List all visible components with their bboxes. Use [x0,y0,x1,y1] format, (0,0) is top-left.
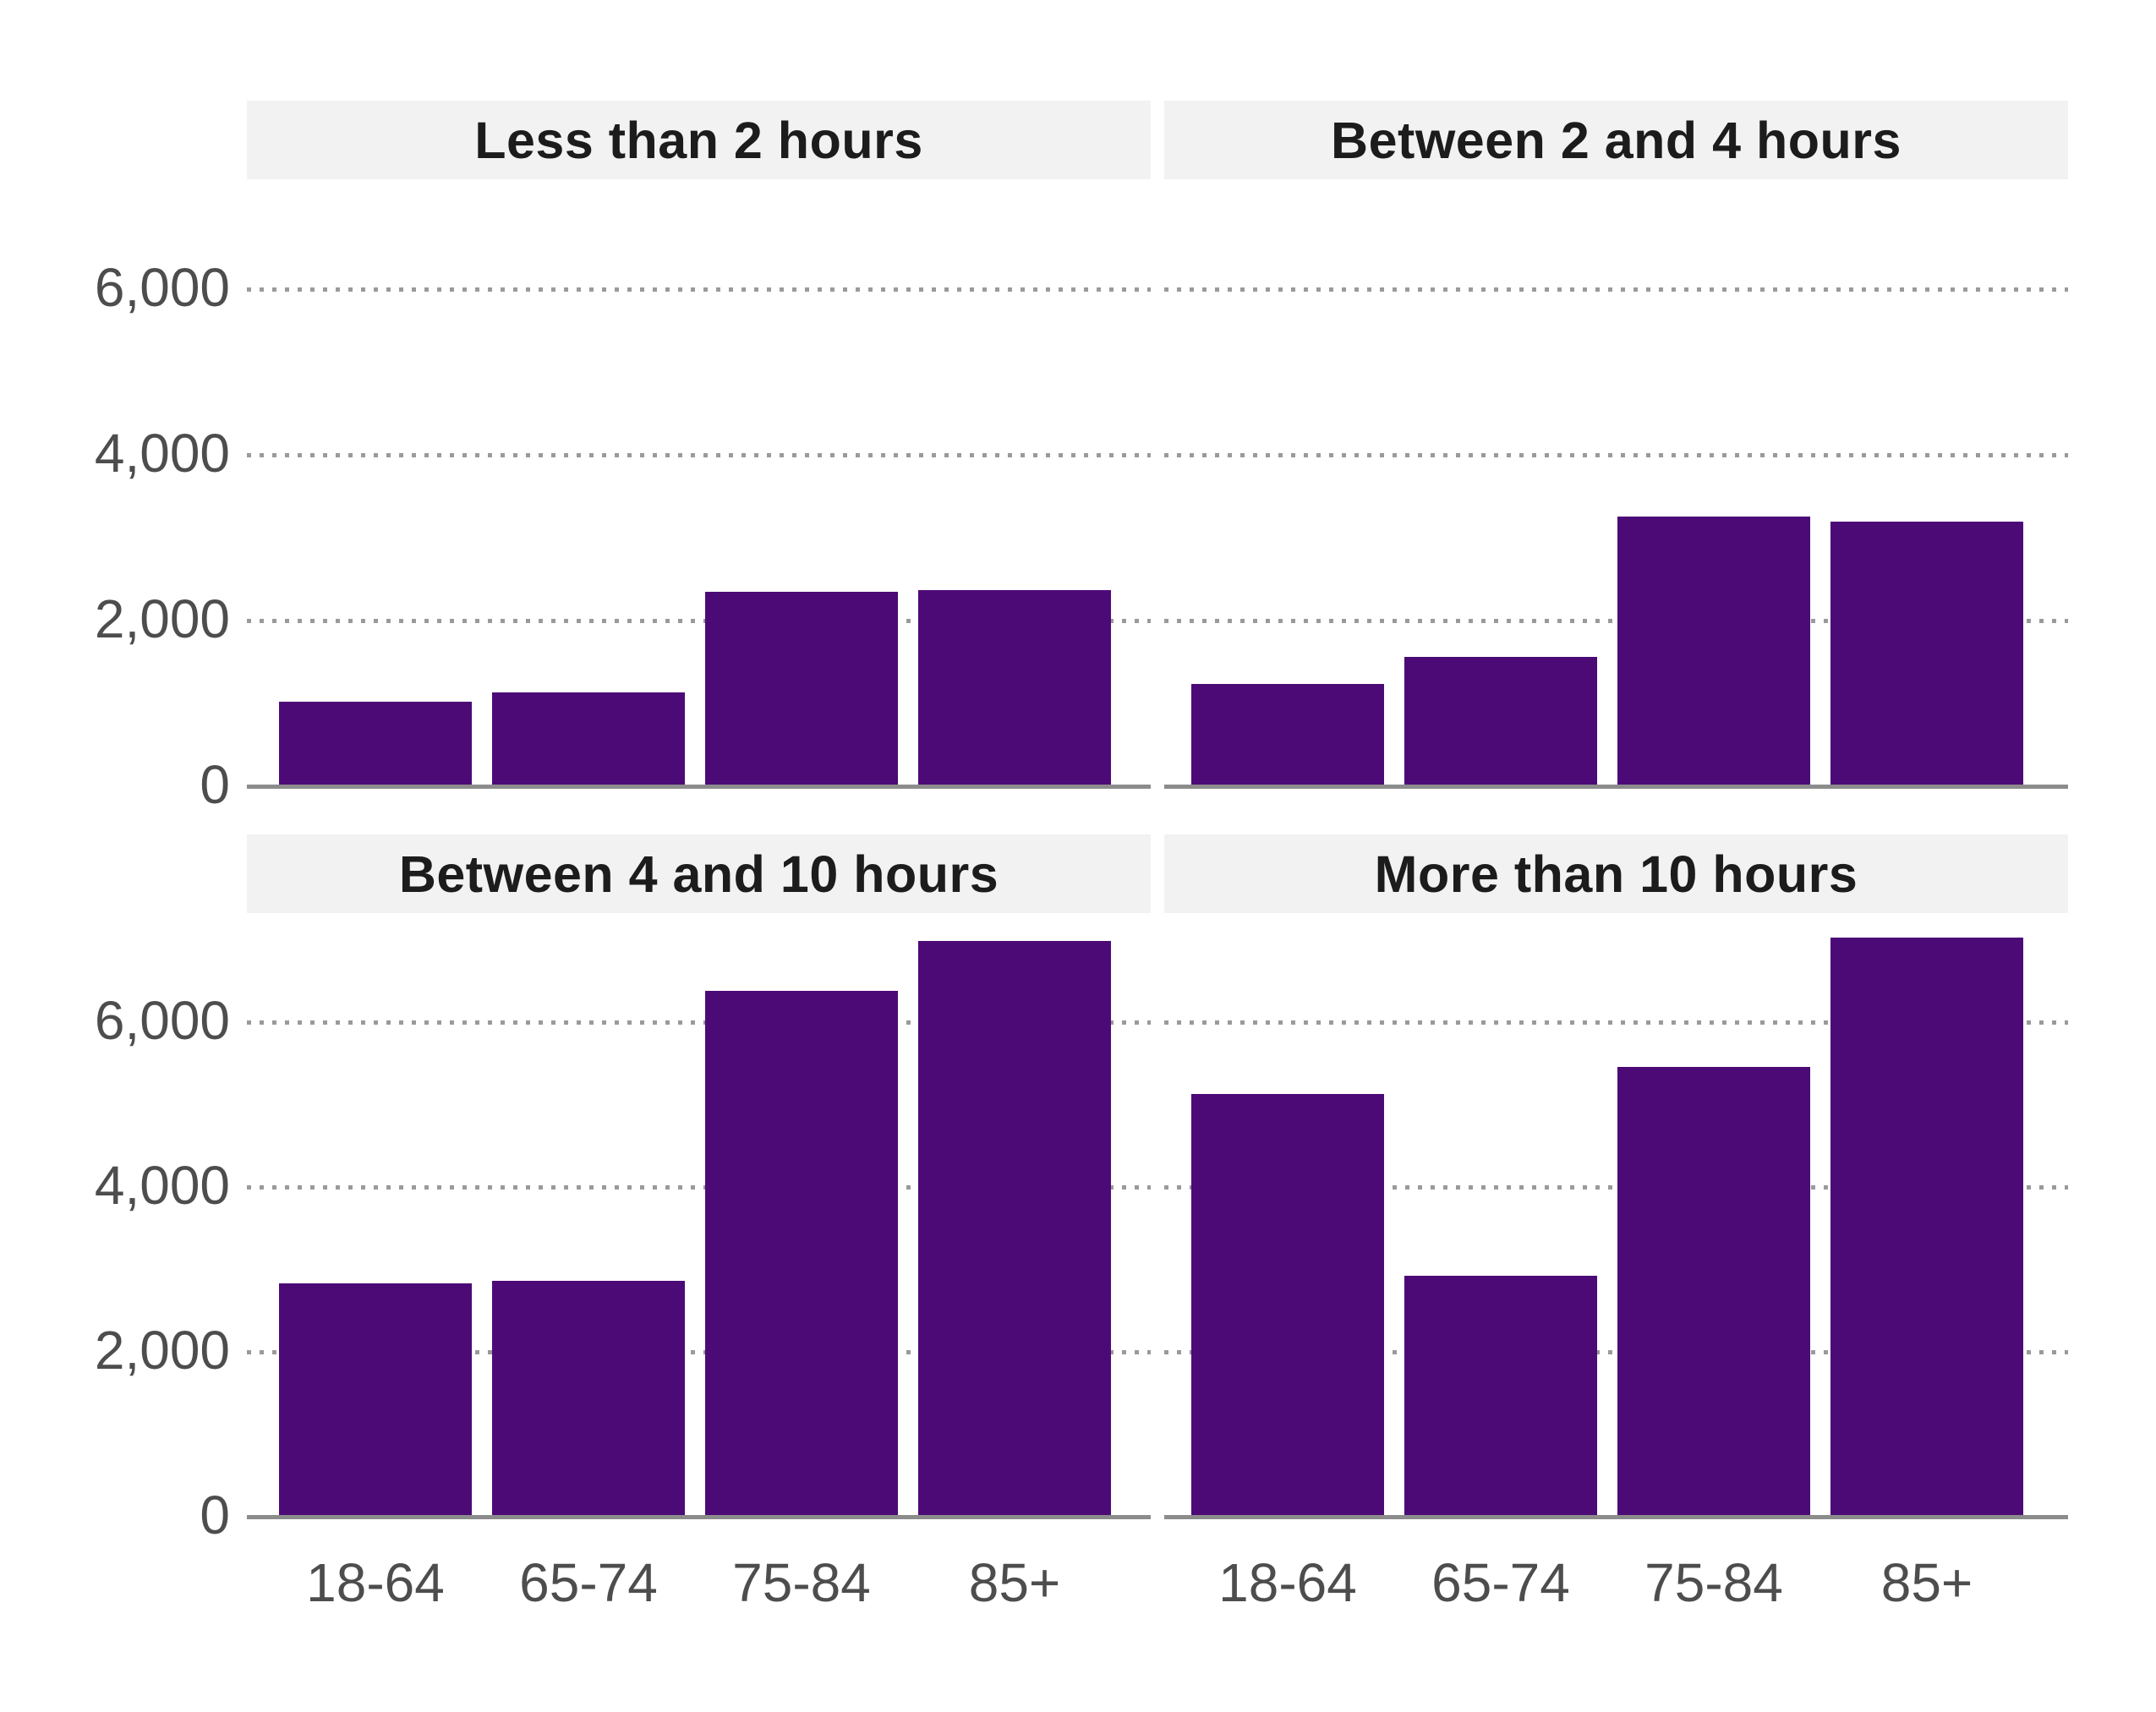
bar-65-74 [492,692,685,785]
x-axis-tick-label: 85+ [1880,1552,1973,1613]
facet-title: Less than 2 hours [474,111,923,169]
gridline-6000 [1164,287,2068,292]
x-axis-tick-label: 65-74 [519,1552,658,1613]
plot-area-more-than-10-hours [1164,913,2068,1519]
x-axis-tick-label: 65-74 [1431,1552,1570,1613]
y-axis-tick-label: 0 [200,754,230,815]
bar-18-64 [1191,684,1384,785]
gridline-2000 [247,619,1151,623]
axis-baseline [1164,1515,2068,1519]
facet-strip-less-than-2-hours: Less than 2 hours [247,101,1151,179]
plot-area-between-2-and-4-hours [1164,179,2068,789]
facet-title: More than 10 hours [1374,845,1858,903]
bar-85+ [1830,938,2023,1515]
bar-65-74 [1404,1276,1597,1515]
bar-85+ [918,590,1111,785]
x-axis-tick-label: 18-64 [306,1552,445,1613]
bar-75-84 [1617,517,1810,785]
gridline-6000 [247,287,1151,292]
bar-75-84 [705,991,898,1515]
gridline-4000 [247,453,1151,457]
axis-baseline [1164,785,2068,789]
plot-area-between-4-and-10-hours [247,913,1151,1519]
gridline-4000 [1164,453,2068,457]
y-axis-tick-label: 4,000 [94,1155,230,1216]
gridline-2000 [1164,1350,2068,1354]
bar-18-64 [279,702,472,785]
plot-area-less-than-2-hours [247,179,1151,789]
y-axis-tick-label: 2,000 [94,1320,230,1381]
gridline-6000 [1164,1020,2068,1025]
facet-strip-between-4-and-10-hours: Between 4 and 10 hours [247,834,1151,913]
gridline-2000 [1164,619,2068,623]
axis-baseline [247,1515,1151,1519]
facet-title: Between 4 and 10 hours [398,845,999,903]
x-axis-tick-label: 18-64 [1218,1552,1357,1613]
facet-title: Between 2 and 4 hours [1331,111,1902,169]
gridline-6000 [247,1020,1151,1025]
bar-65-74 [492,1281,685,1515]
gridline-4000 [247,1185,1151,1190]
gridline-2000 [247,1350,1151,1354]
y-axis-tick-label: 6,000 [94,257,230,318]
axis-baseline [247,785,1151,789]
bar-75-84 [1617,1067,1810,1515]
bar-85+ [1830,522,2023,785]
bar-18-64 [279,1283,472,1515]
y-axis-tick-label: 0 [200,1485,230,1545]
y-axis-tick-label: 4,000 [94,423,230,484]
y-axis-tick-label: 6,000 [94,990,230,1051]
bar-65-74 [1404,657,1597,785]
x-axis-tick-label: 85+ [968,1552,1061,1613]
bar-75-84 [705,592,898,785]
bar-85+ [918,941,1111,1515]
bar-18-64 [1191,1094,1384,1515]
x-axis-tick-label: 75-84 [1644,1552,1783,1613]
y-axis-tick-label: 2,000 [94,588,230,649]
facet-strip-more-than-10-hours: More than 10 hours [1164,834,2068,913]
facet-strip-between-2-and-4-hours: Between 2 and 4 hours [1164,101,2068,179]
x-axis-tick-label: 75-84 [732,1552,871,1613]
gridline-4000 [1164,1185,2068,1190]
